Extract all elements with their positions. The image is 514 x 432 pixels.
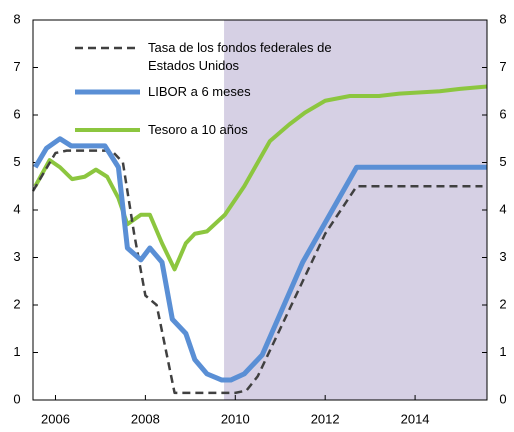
y2-tick-label: 7 (499, 59, 506, 74)
y2-tick-label: 1 (499, 344, 506, 359)
shaded-region (224, 20, 487, 400)
y-tick-label: 0 (13, 391, 20, 406)
y-tick-label: 4 (13, 201, 20, 216)
plot-frame (32, 19, 488, 401)
y-tick-label: 8 (13, 11, 20, 26)
y-tick-label: 6 (13, 106, 20, 121)
legend-label: Tasa de los fondos federales de Estados … (148, 40, 332, 73)
y-tick-label: 5 (13, 154, 20, 169)
y-tick-label: 3 (13, 249, 20, 264)
x-tick-label: 2008 (131, 411, 160, 426)
y2-tick-label: 3 (499, 249, 506, 264)
x-tick-label: 2014 (401, 411, 430, 426)
y2-tick-label: 6 (499, 106, 506, 121)
x-tick-label: 2006 (41, 411, 70, 426)
y2-tick-label: 2 (499, 296, 506, 311)
y2-tick-label: 0 (499, 391, 506, 406)
legend-label: LIBOR a 6 meses (148, 84, 251, 99)
series-line (33, 84, 488, 272)
y-tick-label: 7 (13, 59, 20, 74)
series-line (31, 149, 483, 395)
y-tick-label: 2 (13, 296, 20, 311)
legend-label: Tesoro a 10 años (148, 122, 248, 137)
x-tick-label: 2012 (311, 411, 340, 426)
y-tick-label: 1 (13, 344, 20, 359)
series-line (33, 136, 487, 383)
y2-tick-label: 5 (499, 154, 506, 169)
y2-tick-label: 8 (499, 11, 506, 26)
y2-tick-label: 4 (499, 201, 506, 216)
x-tick-label: 2010 (221, 411, 250, 426)
